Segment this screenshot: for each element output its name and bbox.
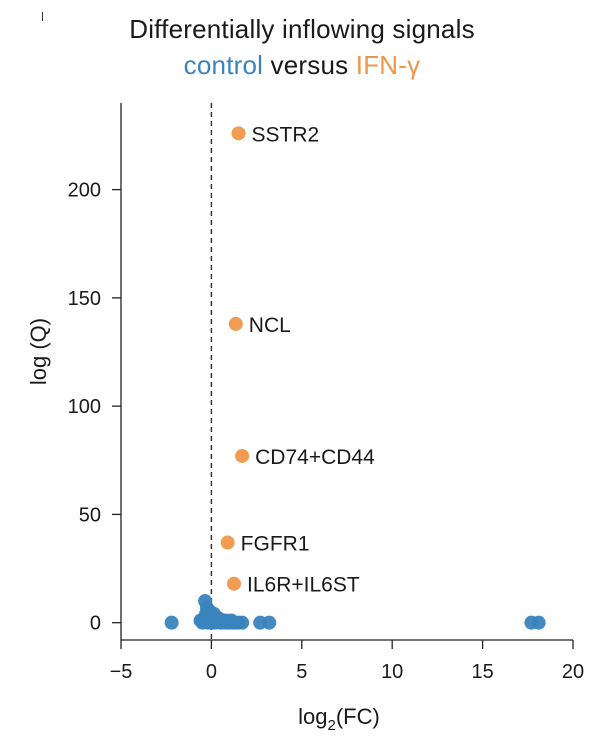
corner-tick-mark [42,12,43,21]
x-axis-label: log2(FC) [298,704,380,734]
ifn-point [228,316,243,331]
point-label: FGFR1 [241,533,310,556]
ifn-point [235,448,250,463]
y-tick-label: 150 [68,288,101,310]
control-point [235,615,250,630]
page-subtitle: control versus IFN-γ [0,50,604,81]
subtitle-control-label: control [183,50,264,80]
control-points [164,594,546,630]
x-tick-label: 5 [296,661,307,683]
control-point [531,615,546,630]
point-label: NCL [249,314,291,337]
x-tick-label: −5 [110,661,133,683]
control-point [164,615,179,630]
x-tick-label: 15 [471,661,493,683]
point-label: IL6R+IL6ST [247,574,360,597]
point-label: SSTR2 [252,123,320,146]
point-labels: SSTR2 NCL CD74+CD44 FGFR1 IL6R+IL6ST [241,123,375,596]
y-tick-label: 0 [90,613,101,635]
subtitle-ifn-label: IFN-γ [355,50,421,80]
x-tick-label: 10 [381,661,403,683]
control-point [262,615,277,630]
subtitle-versus-label: versus [263,50,356,80]
y-tick-label: 100 [68,396,101,418]
x-tick-label: 0 [206,661,217,683]
ifn-point [220,535,235,550]
point-label: CD74+CD44 [255,446,375,469]
ifn-points [220,126,250,591]
page-title: Differentially inflowing signals [129,14,475,44]
y-tick-label: 200 [68,180,101,202]
ifn-point [231,126,246,141]
y-tick-label: 50 [79,504,101,526]
x-tick-label: 20 [562,661,584,683]
ifn-point [227,576,241,591]
y-axis-label: log (Q) [26,318,51,385]
